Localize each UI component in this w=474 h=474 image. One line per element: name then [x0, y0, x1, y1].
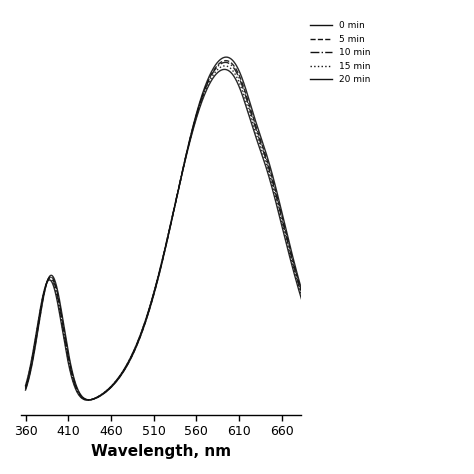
Legend: 0 min, 5 min, 10 min, 15 min, 20 min: 0 min, 5 min, 10 min, 15 min, 20 min	[308, 19, 373, 86]
X-axis label: Wavelength, nm: Wavelength, nm	[91, 444, 231, 459]
